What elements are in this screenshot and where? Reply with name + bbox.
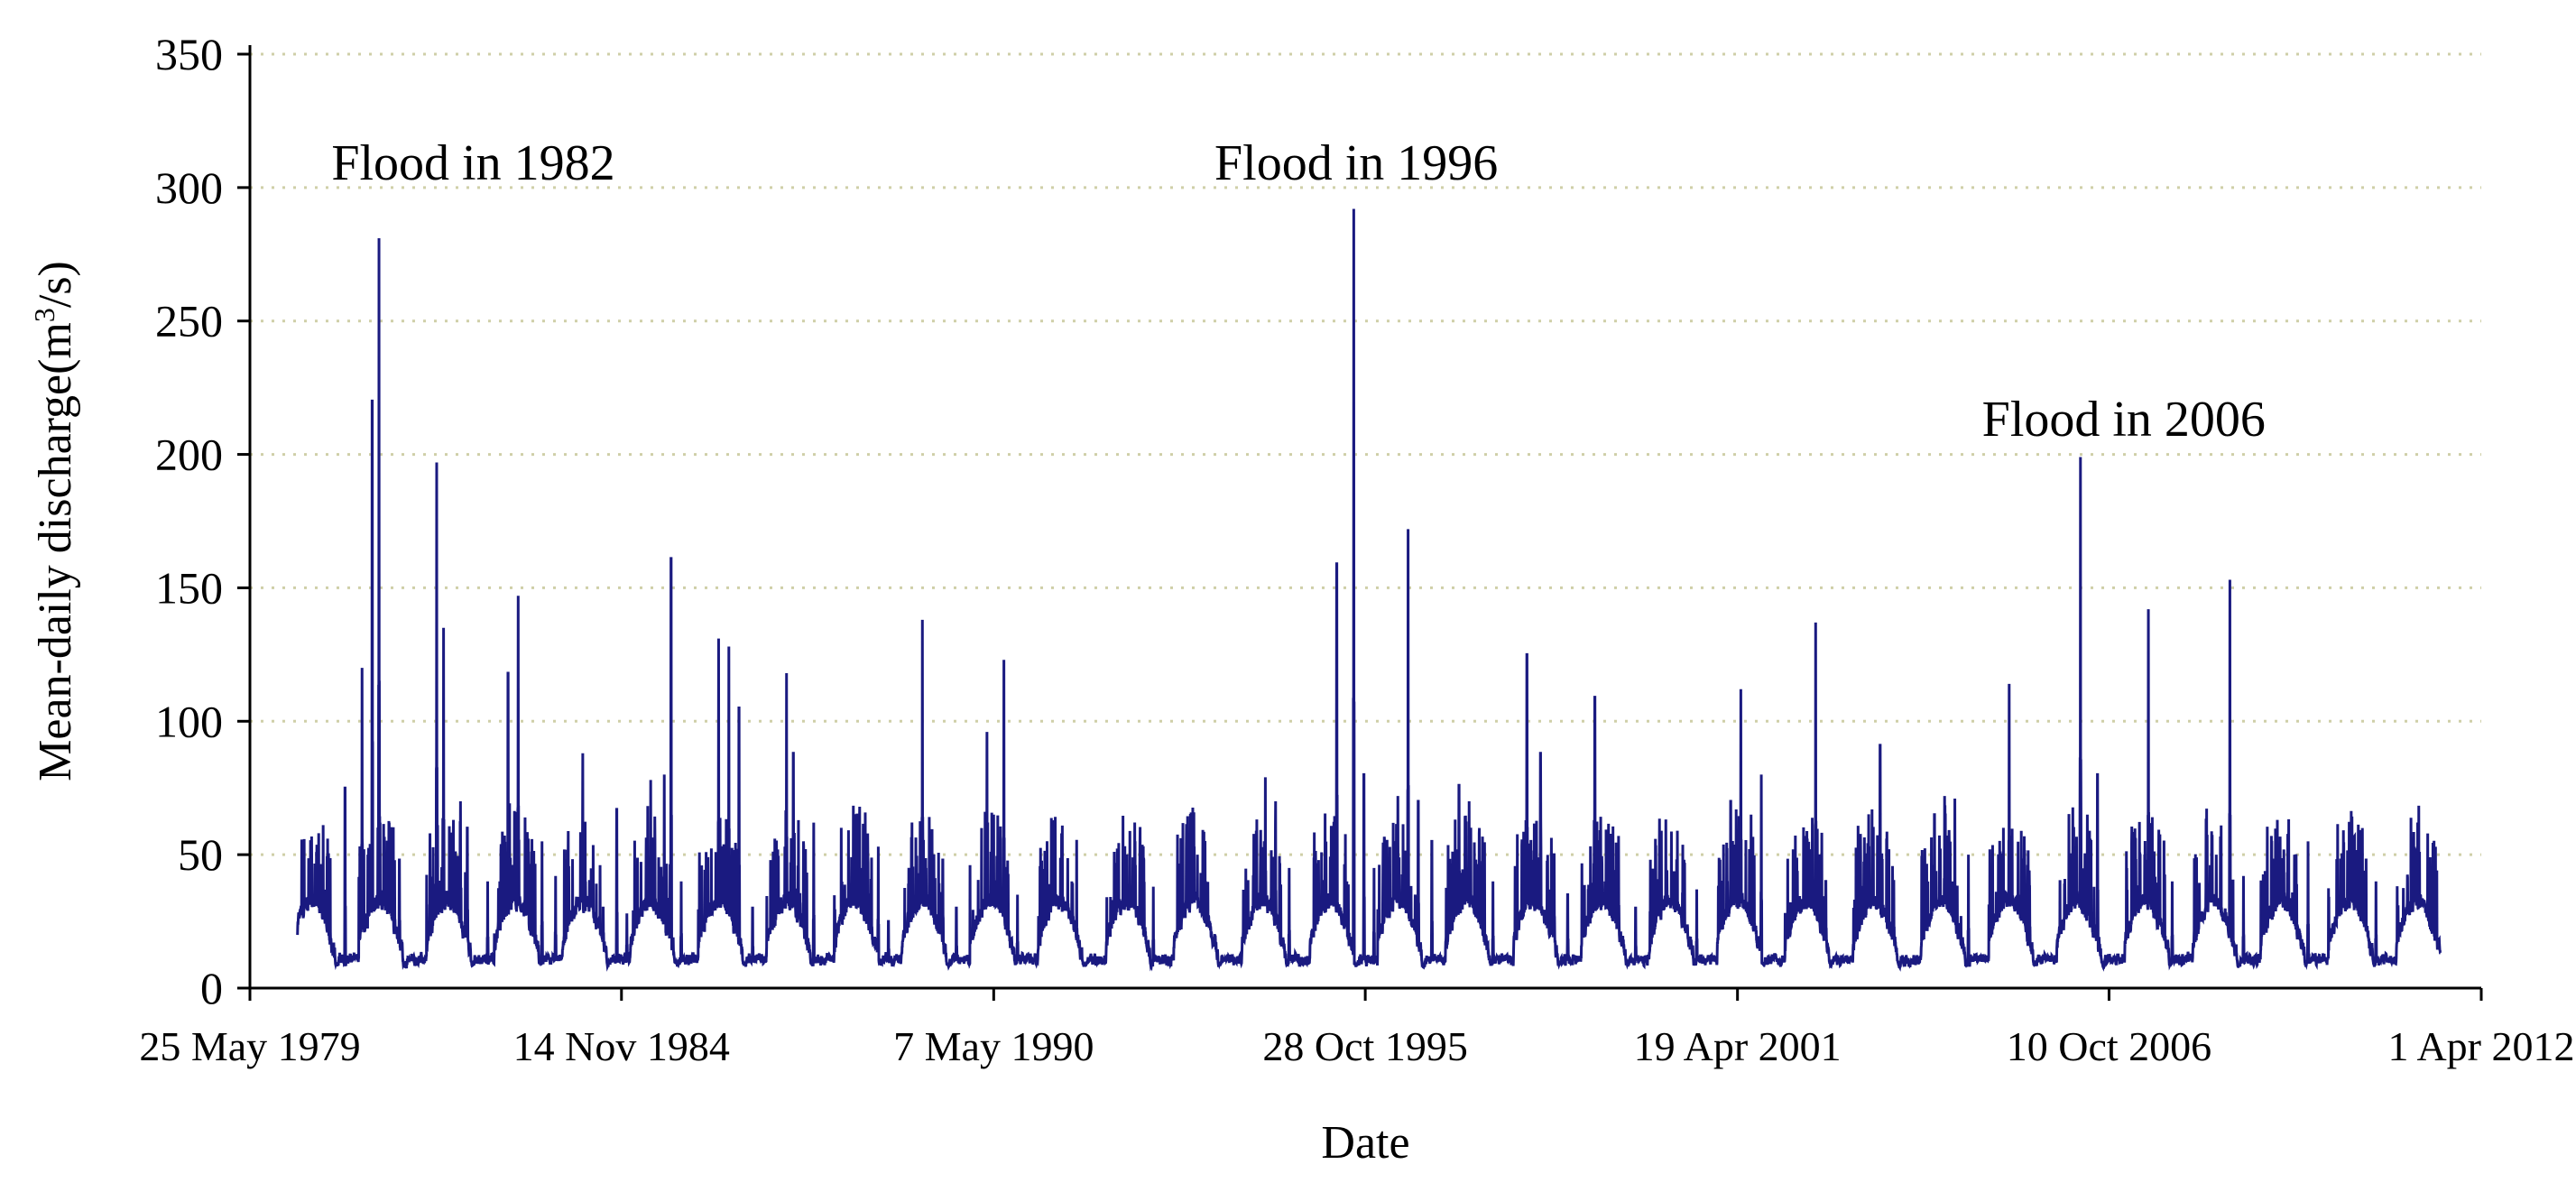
series-layer [296, 208, 2442, 972]
y-tick-label: 350 [155, 29, 223, 79]
flood-annotation: Flood in 2006 [1982, 392, 2266, 448]
x-tick-label: 7 May 1990 [893, 1023, 1094, 1069]
y-tick-label: 150 [155, 562, 223, 613]
axes [237, 45, 2483, 1001]
x-tick-label: 25 May 1979 [139, 1023, 360, 1069]
y-axis-title: Mean-daily discharge(m3/s) [28, 261, 81, 781]
y-tick-label: 300 [155, 162, 223, 213]
gridlines [250, 52, 2481, 856]
y-tick-label: 100 [155, 696, 223, 746]
y-tick-label: 200 [155, 430, 223, 480]
y-tick-label: 0 [200, 963, 223, 1013]
x-tick-label: 14 Nov 1984 [513, 1023, 730, 1069]
x-tick-label: 19 Apr 2001 [1634, 1023, 1842, 1069]
flood-annotation: Flood in 1996 [1214, 135, 1498, 191]
series-line [296, 208, 2442, 972]
x-tick-label: 10 Oct 2006 [2007, 1023, 2211, 1069]
y-tick-label: 250 [155, 296, 223, 347]
x-tick-label: 1 Apr 2012 [2388, 1023, 2575, 1069]
tick-labels: 0 50 100 150 200 250 300 350 25 May 1979 14 Nov 1… [139, 29, 2574, 1069]
y-axis-title-main: Mean-daily discharge(m [30, 322, 81, 781]
flood-annotation: Flood in 1982 [331, 135, 614, 191]
y-axis-title-end: /s) [30, 261, 81, 308]
x-tick-label: 28 Oct 1995 [1262, 1023, 1467, 1069]
x-axis-title: Date [1321, 1117, 1409, 1169]
y-tick-label: 50 [178, 829, 223, 880]
annotations: Flood in 1982 Flood in 1996 Flood in 2006 [331, 135, 2266, 448]
y-axis-title-sup: 3 [28, 308, 60, 322]
